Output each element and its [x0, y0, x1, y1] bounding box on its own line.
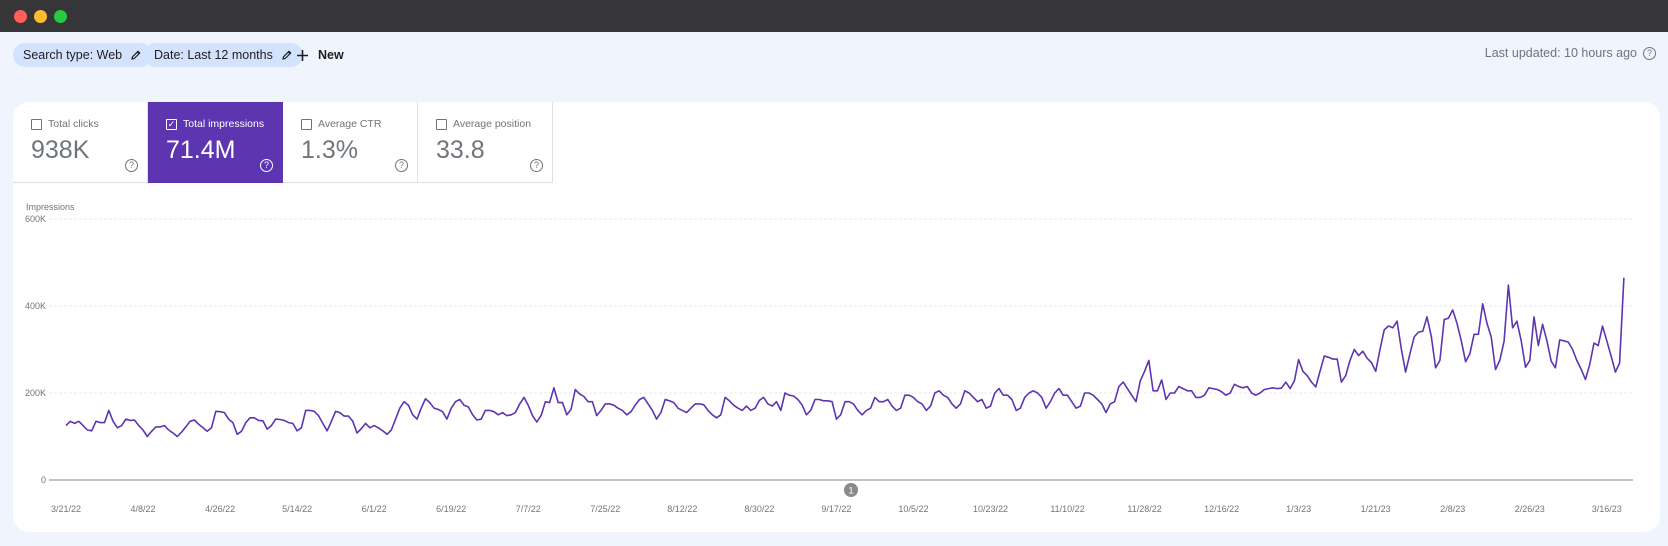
x-tick-label: 6/1/22 [362, 504, 387, 514]
chip-label: Date: Last 12 months [154, 48, 273, 62]
date-filter-chip[interactable]: Date: Last 12 months [144, 43, 303, 67]
x-tick-label: 8/30/22 [744, 504, 774, 514]
metric-value: 938K [31, 136, 90, 164]
x-tick-label: 11/10/22 [1050, 504, 1084, 514]
x-tick-label: 8/12/22 [667, 504, 697, 514]
y-axis-title: Impressions [26, 202, 75, 212]
y-tick-label: 200K [25, 388, 46, 398]
x-tick-label: 2/26/23 [1515, 504, 1545, 514]
help-icon[interactable]: ? [530, 159, 543, 172]
metric-label: Average position [453, 118, 532, 130]
x-tick-label: 11/28/22 [1127, 504, 1161, 514]
x-tick-label: 7/25/22 [590, 504, 620, 514]
new-label: New [318, 48, 344, 62]
x-tick-label: 4/8/22 [131, 504, 156, 514]
close-window-button[interactable] [14, 10, 27, 23]
last-updated-text: Last updated: 10 hours ago [1484, 46, 1637, 60]
x-tick-label: 1/3/23 [1286, 504, 1311, 514]
metric-tile-total-clicks[interactable]: Total clicks 938K ? [13, 102, 148, 183]
chip-label: Search type: Web [23, 48, 123, 62]
metric-tile-total-impressions[interactable]: ✓ Total impressions 71.4M ? [148, 102, 283, 183]
metric-tile-average-ctr[interactable]: Average CTR 1.3% ? [283, 102, 418, 183]
x-tick-label: 12/16/22 [1204, 504, 1239, 514]
help-icon[interactable]: ? [260, 159, 273, 172]
help-icon[interactable]: ? [125, 159, 138, 172]
impressions-series-line [65, 277, 1625, 438]
metric-label: Total clicks [48, 118, 99, 130]
performance-card: Total clicks 938K ? ✓ Total impressions 7… [13, 102, 1660, 532]
metric-label: Total impressions [183, 118, 265, 130]
checkbox-checked-icon[interactable]: ✓ [166, 118, 177, 130]
annotation-label: 1 [848, 486, 853, 496]
annotation-marker[interactable]: 1 [844, 483, 858, 497]
window-titlebar [0, 0, 1668, 32]
x-tick-label: 10/23/22 [973, 504, 1008, 514]
help-icon[interactable]: ? [1643, 46, 1656, 60]
pencil-icon [131, 50, 141, 60]
metric-value: 1.3% [301, 136, 358, 164]
x-tick-label: 3/16/23 [1592, 504, 1622, 514]
checkbox-icon[interactable] [31, 118, 42, 130]
help-icon[interactable]: ? [395, 159, 408, 172]
y-tick-label: 0 [41, 475, 46, 485]
metric-value: 71.4M [166, 136, 236, 164]
new-filter-button[interactable]: New [296, 43, 344, 67]
x-tick-label: 5/14/22 [282, 504, 312, 514]
x-tick-label: 2/8/23 [1440, 504, 1465, 514]
checkbox-icon[interactable] [436, 118, 447, 130]
y-tick-label: 600K [25, 214, 46, 224]
x-tick-label: 1/21/23 [1361, 504, 1391, 514]
metric-tile-average-position[interactable]: Average position 33.8 ? [418, 102, 553, 183]
metric-label: Average CTR [318, 118, 382, 130]
checkbox-icon[interactable] [301, 118, 312, 130]
plus-icon [297, 49, 308, 61]
x-tick-label: 7/7/22 [516, 504, 541, 514]
last-updated: Last updated: 10 hours ago ? [1485, 46, 1656, 60]
x-tick-label: 9/17/22 [821, 504, 851, 514]
x-tick-label: 3/21/22 [51, 504, 81, 514]
x-tick-label: 10/5/22 [898, 504, 928, 514]
y-tick-label: 400K [25, 301, 46, 311]
pencil-icon [282, 50, 292, 60]
minimize-window-button[interactable] [34, 10, 47, 23]
metric-value: 33.8 [436, 136, 485, 164]
x-tick-label: 6/19/22 [436, 504, 466, 514]
x-tick-label: 4/26/22 [205, 504, 235, 514]
search-type-filter-chip[interactable]: Search type: Web [13, 43, 153, 67]
maximize-window-button[interactable] [54, 10, 67, 23]
